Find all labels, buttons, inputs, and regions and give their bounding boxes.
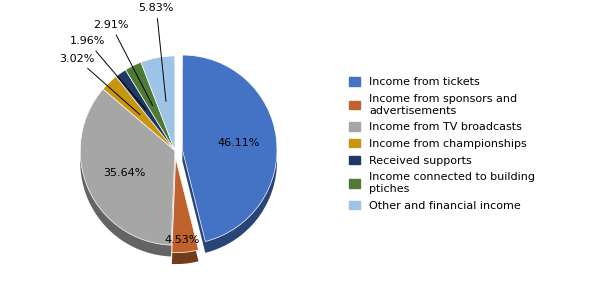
Legend: Income from tickets, Income from sponsors and
advertisements, Income from TV bro: Income from tickets, Income from sponsor… [349, 77, 535, 211]
Wedge shape [141, 67, 175, 162]
Wedge shape [182, 67, 277, 253]
Wedge shape [125, 62, 175, 151]
Wedge shape [182, 55, 277, 241]
Wedge shape [103, 88, 175, 162]
Wedge shape [103, 77, 175, 151]
Wedge shape [116, 81, 175, 162]
Wedge shape [172, 158, 198, 253]
Text: 4.53%: 4.53% [164, 235, 200, 245]
Text: 3.02%: 3.02% [59, 54, 140, 115]
Text: 35.64%: 35.64% [103, 168, 146, 177]
Wedge shape [172, 169, 198, 264]
Wedge shape [141, 56, 175, 151]
Wedge shape [80, 100, 175, 257]
Wedge shape [80, 89, 175, 245]
Wedge shape [116, 70, 175, 151]
Text: 2.91%: 2.91% [93, 20, 153, 106]
Wedge shape [125, 74, 175, 162]
Text: 1.96%: 1.96% [70, 36, 146, 110]
Text: 46.11%: 46.11% [218, 138, 260, 148]
Text: 5.83%: 5.83% [139, 3, 174, 101]
